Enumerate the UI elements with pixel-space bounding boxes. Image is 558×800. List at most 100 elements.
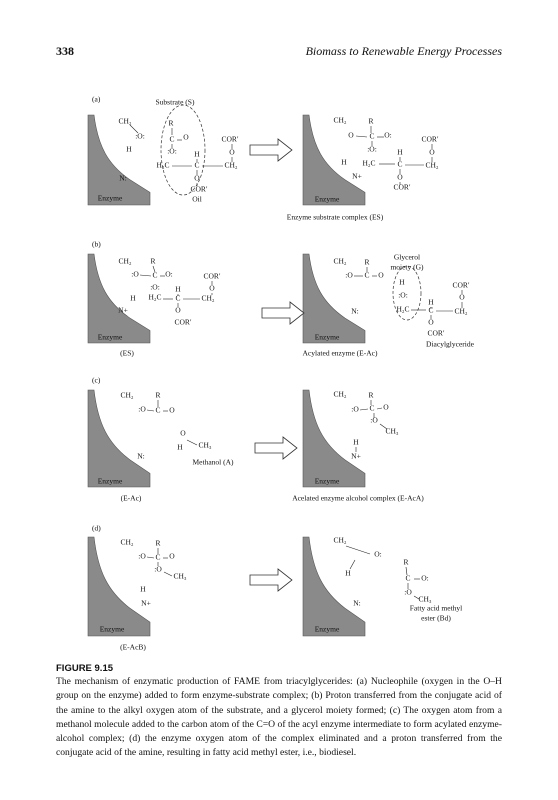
diagram-label: Glycerol [394, 253, 420, 262]
diagram-label: :O: [167, 147, 177, 156]
diagram-label: O [397, 173, 403, 182]
enzyme-surface [302, 536, 366, 637]
enzyme-surface [87, 114, 151, 206]
diagram-label: Enzyme [315, 625, 340, 634]
shapes [87, 104, 463, 637]
running-title: Biomass to Renewable Energy Processes [305, 44, 502, 58]
diagram-label: O [429, 148, 435, 157]
diagram-label: COR′ [427, 329, 444, 338]
diagram-label: CH₃ [198, 441, 211, 450]
bond [355, 135, 368, 138]
diagram-label: H [140, 585, 146, 594]
diagram-label: O: [165, 270, 173, 279]
diagram-label: :O [154, 565, 162, 574]
diagram-label: CH₃ [173, 572, 186, 581]
diagram-label: C [364, 271, 369, 280]
diagram-label: N+ [141, 599, 151, 608]
enzyme-surface [302, 114, 366, 206]
figure-label: FIGURE 9.15 [56, 663, 114, 674]
diagram-label: H₂C [396, 305, 409, 314]
diagram-label: H [175, 285, 181, 294]
enzyme-surface [302, 253, 366, 344]
diagram-label: N+ [351, 452, 361, 461]
diagram-label: C [175, 294, 180, 303]
diagram-label: CH₂ [118, 117, 131, 126]
bond [129, 124, 139, 134]
diagram-label: :O: [367, 145, 377, 154]
diagram-label: N: [351, 307, 359, 316]
diagram-label: COR′ [452, 281, 469, 290]
bond [139, 274, 152, 277]
enzyme-surface [302, 389, 366, 488]
diagram-label: :O [345, 271, 353, 280]
diagram-label: COR′ [221, 135, 238, 144]
diagram-label: ester (Bd) [421, 614, 451, 623]
diagram-label: Enzyme [98, 194, 123, 203]
diagram-label: Enzyme [98, 333, 123, 342]
diagram-label: Enzyme [100, 625, 125, 634]
diagram-label: :O [138, 405, 146, 414]
diagram-label: N+ [118, 306, 128, 315]
bond [163, 571, 173, 577]
diagram-label: CH₃ [418, 595, 431, 604]
diagram-label: N+ [352, 172, 362, 181]
diagram-label: O [348, 131, 354, 140]
diagram-label: :O [131, 270, 139, 279]
diagram-label: H [177, 443, 183, 452]
diagram-label: H [130, 294, 136, 303]
diagram-label: :O: [398, 291, 408, 300]
panel-label: (a) [92, 95, 101, 104]
diagram-label: (ES) [120, 349, 134, 358]
diagram-label: H₂C [156, 161, 169, 170]
diagram-label: N: [119, 174, 127, 183]
enzyme-surface [87, 389, 151, 488]
diagram-label: H₂C [362, 159, 375, 168]
diagram-label: H [341, 158, 347, 167]
diagram-label: :O [370, 416, 378, 425]
diagram-label: R [155, 539, 160, 548]
diagram-label: Enzyme [98, 477, 123, 486]
diagram-label: (E-AcB) [120, 643, 146, 652]
bond [379, 423, 388, 430]
enzyme-surface [87, 253, 151, 344]
diagram-label: moiety (G) [390, 263, 424, 272]
bond [152, 265, 156, 273]
diagram-label: H [428, 298, 434, 307]
diagram-label: CH₂ [333, 390, 346, 399]
diagram-label: COR′ [190, 185, 207, 194]
diagram-label: COR′ [421, 135, 438, 144]
enzyme-surface [87, 536, 151, 637]
diagram-label: Oil [192, 195, 202, 204]
diagram-label: Enzyme substrate complex (ES) [287, 213, 384, 222]
diagram-label: CH₂ [333, 257, 346, 266]
diagram-label: Substrate (S) [156, 98, 195, 107]
diagram-label: O [175, 306, 181, 315]
diagram-label: Enzyme [315, 195, 340, 204]
reaction-arrow [254, 436, 298, 460]
diagram-label: H [194, 150, 200, 159]
diagram-label: O [194, 174, 200, 183]
diagram-label: Enzyme [315, 477, 340, 486]
diagram-label: R [364, 258, 369, 267]
diagram-label: C [155, 553, 160, 562]
diagram-label: CH₂ [454, 307, 467, 316]
diagram-label: Acylated enzyme (E-Ac) [303, 349, 378, 358]
diagram-label: CH₃ [385, 427, 398, 436]
diagram-label: O: [374, 550, 382, 559]
diagram-label: C [152, 271, 157, 280]
page-number: 338 [56, 44, 74, 58]
diagram-label: CH₂ [224, 161, 237, 170]
diagram-label: O: [421, 574, 429, 583]
diagram-label: COR′ [393, 183, 410, 192]
diagram-label: CH₂ [201, 294, 214, 303]
figure-caption: The mechanism of enzymatic production of… [56, 676, 502, 759]
bond [359, 408, 369, 411]
diagram-label: H [126, 145, 132, 154]
diagram-label: H₂C [148, 293, 161, 302]
bond [186, 439, 198, 446]
diagram-label: :O [351, 405, 359, 414]
diagram-label: O [378, 271, 384, 280]
diagram-label: C [397, 160, 402, 169]
bond [413, 595, 420, 600]
